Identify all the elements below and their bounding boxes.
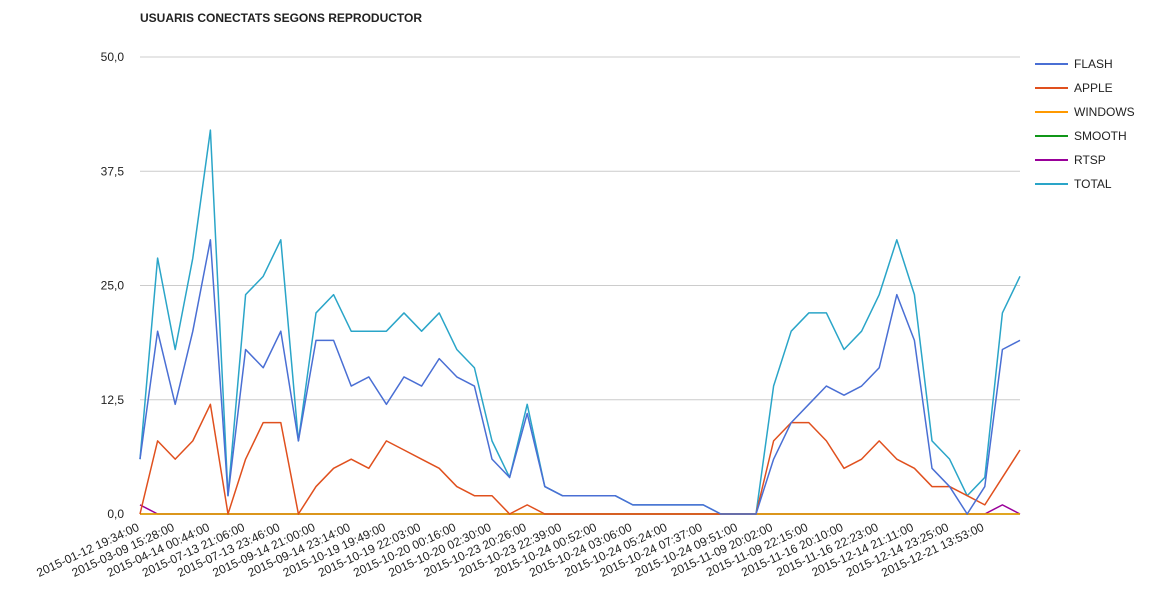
legend-label: RTSP [1074, 153, 1106, 167]
legend-label: APPLE [1074, 81, 1113, 95]
legend-label: WINDOWS [1074, 105, 1135, 119]
series-line [139, 239, 1021, 515]
series-line [139, 403, 1021, 515]
y-tick-label: 12,5 [101, 393, 125, 407]
y-tick-label: 0,0 [107, 507, 124, 521]
y-tick-label: 50,0 [101, 50, 125, 64]
y-tick-label: 37,5 [101, 164, 125, 178]
legend-label: FLASH [1074, 57, 1113, 71]
series-line [139, 129, 1021, 515]
legend-label: SMOOTH [1074, 129, 1127, 143]
chart-title: USUARIS CONECTATS SEGONS REPRODUCTOR [140, 11, 422, 25]
series-line [139, 504, 1021, 515]
y-tick-label: 25,0 [101, 279, 125, 293]
legend-label: TOTAL [1074, 177, 1112, 191]
